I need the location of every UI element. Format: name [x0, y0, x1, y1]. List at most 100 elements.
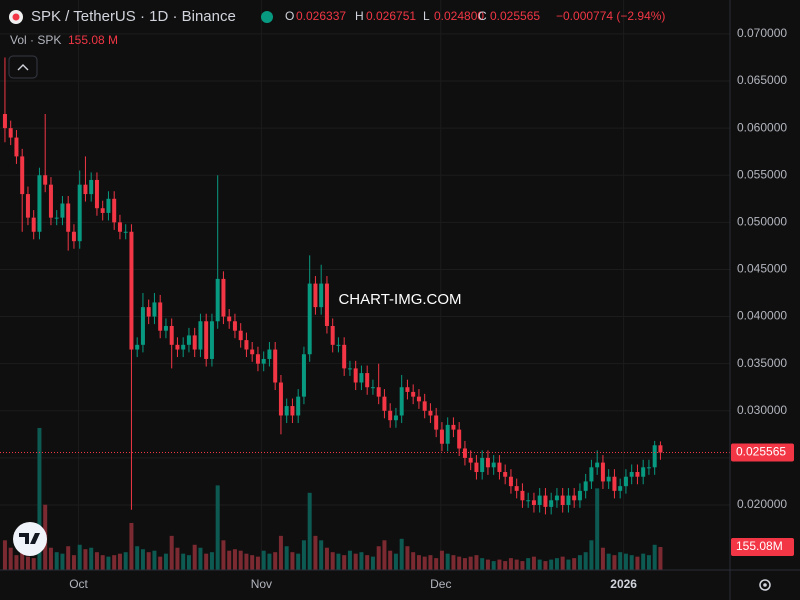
y-tick-label: 0.020000: [737, 497, 787, 511]
volume-bar: [267, 553, 272, 570]
candle-body: [428, 410, 433, 416]
volume-bar: [531, 556, 536, 570]
y-tick-label: 0.065000: [737, 73, 787, 87]
candle-body: [595, 462, 600, 468]
volume-bar: [296, 553, 301, 570]
candle-body: [313, 283, 318, 308]
candle-body: [388, 410, 393, 421]
candle-body: [204, 321, 209, 359]
collapse-button[interactable]: [8, 55, 38, 79]
candle-body: [618, 486, 623, 491]
ohlc-key: O: [285, 9, 294, 23]
volume-bar: [273, 552, 278, 570]
candle-body: [106, 198, 111, 213]
volume-bar: [163, 553, 168, 570]
volume-bar: [48, 547, 53, 570]
volume-bar: [526, 558, 531, 570]
grid: [0, 0, 730, 570]
volume-bar: [359, 552, 364, 570]
candle-body: [577, 490, 582, 501]
status-dot[interactable]: [261, 11, 273, 23]
candle-body: [347, 368, 352, 370]
candle-body: [589, 467, 594, 482]
volume-bar: [209, 552, 214, 570]
candle-body: [60, 203, 65, 218]
candle-body: [186, 335, 191, 345]
candle-body: [405, 387, 410, 392]
candle-body: [393, 415, 398, 421]
volume-bar: [549, 559, 554, 570]
volume-bar: [618, 552, 623, 570]
settings-icon[interactable]: [759, 579, 771, 591]
candle-body: [296, 396, 301, 416]
y-tick-label: 0.070000: [737, 26, 787, 40]
volume-bar: [83, 549, 88, 570]
candle-body: [146, 307, 151, 317]
volume-bar: [365, 555, 370, 570]
y-tick-label: 0.045000: [737, 262, 787, 276]
candle-body: [411, 391, 416, 397]
y-tick-label: 0.060000: [737, 120, 787, 134]
volume-bar: [572, 558, 577, 570]
volume-bar: [307, 492, 312, 570]
logo-mark: [19, 533, 40, 544]
ohlc-key: L: [423, 9, 430, 23]
candle-body: [112, 198, 117, 223]
candle-body: [480, 457, 485, 473]
volume-bar: [140, 549, 145, 570]
logo[interactable]: [13, 522, 47, 556]
volume-bar: [278, 535, 283, 570]
candle-body: [606, 476, 611, 482]
y-tick-label: 0.040000: [737, 309, 787, 323]
volume-bar: [94, 552, 99, 570]
candle-body: [330, 325, 335, 345]
volume-bar: [468, 556, 473, 570]
candle-body: [66, 203, 71, 232]
volume-bar: [393, 553, 398, 570]
candle-body: [491, 462, 496, 468]
volume-bar: [198, 547, 203, 570]
candle-body: [215, 278, 220, 322]
volume-bar: [629, 555, 634, 570]
x-tick-label: Nov: [251, 577, 272, 591]
candle-body: [83, 184, 88, 195]
candle-body: [94, 179, 99, 209]
volume-bar: [106, 556, 111, 570]
volume-bar: [123, 552, 128, 570]
candle-body: [612, 476, 617, 491]
candle-body: [416, 396, 421, 402]
candle-body: [623, 476, 628, 487]
candles: [0, 57, 730, 515]
candle-body: [439, 429, 444, 444]
candle-body: [152, 302, 157, 317]
candle-body: [537, 495, 542, 505]
candle-body: [221, 278, 226, 317]
candle-body: [641, 467, 646, 477]
candle-body: [14, 137, 19, 157]
volume-bar: [577, 555, 582, 570]
candle-body: [370, 387, 375, 389]
candle-body: [117, 222, 122, 232]
candle-body: [549, 500, 554, 507]
candle-body: [273, 349, 278, 383]
volume-bar: [428, 555, 433, 570]
volume-bar: [215, 485, 220, 570]
ohlc-change: −0.000774 (−2.94%): [556, 9, 665, 23]
volume-bar: [37, 427, 42, 570]
candle-body: [451, 424, 456, 430]
candle-body: [278, 382, 283, 416]
candle-body: [198, 321, 203, 350]
volume-label: Vol · SPK: [10, 33, 61, 47]
volume-bar: [2, 540, 7, 570]
candle-body: [181, 344, 186, 350]
volume-bar: [514, 559, 519, 570]
x-tick-label: Dec: [430, 577, 451, 591]
volume-bar: [244, 553, 249, 570]
volume-bar: [462, 558, 467, 570]
volume-bar: [388, 550, 393, 570]
volume-bar: [451, 555, 456, 570]
volume-bar: [480, 558, 485, 570]
ohlc-key: H: [355, 9, 364, 23]
candle-body: [434, 415, 439, 430]
volume-bar: [382, 540, 387, 570]
